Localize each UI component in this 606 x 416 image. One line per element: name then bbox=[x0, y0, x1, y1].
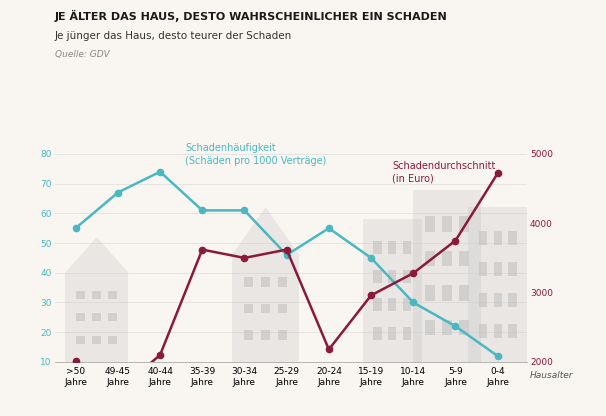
Polygon shape bbox=[65, 237, 128, 273]
Bar bbox=[479, 293, 487, 307]
Bar bbox=[388, 298, 396, 311]
Bar bbox=[459, 319, 468, 335]
Bar bbox=[403, 270, 411, 283]
Bar bbox=[76, 291, 85, 299]
Bar bbox=[493, 293, 502, 307]
Bar bbox=[442, 319, 451, 335]
Bar bbox=[373, 241, 382, 254]
Text: Hausalter: Hausalter bbox=[530, 371, 574, 380]
Bar bbox=[459, 285, 468, 301]
Bar bbox=[479, 262, 487, 276]
Bar bbox=[278, 277, 287, 287]
Bar bbox=[468, 208, 527, 362]
Bar bbox=[76, 313, 85, 321]
Bar bbox=[244, 304, 253, 313]
Bar bbox=[278, 304, 287, 313]
Bar bbox=[493, 262, 502, 276]
Bar bbox=[278, 330, 287, 340]
Bar bbox=[373, 327, 382, 340]
Bar bbox=[388, 327, 396, 340]
Bar bbox=[108, 336, 117, 344]
Bar bbox=[442, 216, 451, 232]
Bar bbox=[231, 255, 299, 362]
Bar bbox=[373, 270, 382, 283]
Bar bbox=[65, 273, 128, 362]
Bar bbox=[92, 336, 101, 344]
Bar bbox=[403, 241, 411, 254]
Text: Je jünger das Haus, desto teurer der Schaden: Je jünger das Haus, desto teurer der Sch… bbox=[55, 31, 292, 41]
Bar bbox=[244, 277, 253, 287]
Bar bbox=[388, 270, 396, 283]
Bar bbox=[261, 304, 270, 313]
Bar bbox=[479, 324, 487, 338]
Text: Schadenhäufigkeit
(Schäden pro 1000 Verträge): Schadenhäufigkeit (Schäden pro 1000 Vert… bbox=[185, 144, 327, 166]
Bar bbox=[108, 313, 117, 321]
Bar bbox=[373, 298, 382, 311]
Bar bbox=[479, 231, 487, 245]
Bar bbox=[244, 330, 253, 340]
Bar bbox=[493, 231, 502, 245]
Bar bbox=[508, 293, 516, 307]
Bar bbox=[442, 251, 451, 266]
Text: JE ÄLTER DAS HAUS, DESTO WAHRSCHEINLICHER EIN SCHADEN: JE ÄLTER DAS HAUS, DESTO WAHRSCHEINLICHE… bbox=[55, 10, 447, 22]
Bar bbox=[442, 285, 451, 301]
Bar bbox=[76, 336, 85, 344]
Bar bbox=[425, 319, 435, 335]
Bar bbox=[108, 291, 117, 299]
Bar bbox=[261, 277, 270, 287]
Bar bbox=[92, 313, 101, 321]
Bar bbox=[425, 251, 435, 266]
Bar bbox=[459, 216, 468, 232]
Text: Schadendurchschnitt
(in Euro): Schadendurchschnitt (in Euro) bbox=[392, 161, 496, 183]
Text: Quelle: GDV: Quelle: GDV bbox=[55, 50, 109, 59]
Bar bbox=[508, 262, 516, 276]
Bar bbox=[403, 298, 411, 311]
Bar bbox=[92, 291, 101, 299]
Bar bbox=[508, 324, 516, 338]
Bar bbox=[388, 241, 396, 254]
Bar bbox=[403, 327, 411, 340]
Bar bbox=[459, 251, 468, 266]
Bar bbox=[261, 330, 270, 340]
Bar bbox=[425, 285, 435, 301]
Bar bbox=[493, 324, 502, 338]
Bar bbox=[508, 231, 516, 245]
Bar bbox=[425, 216, 435, 232]
Polygon shape bbox=[231, 208, 299, 255]
Bar bbox=[362, 219, 422, 362]
Bar bbox=[413, 190, 481, 362]
